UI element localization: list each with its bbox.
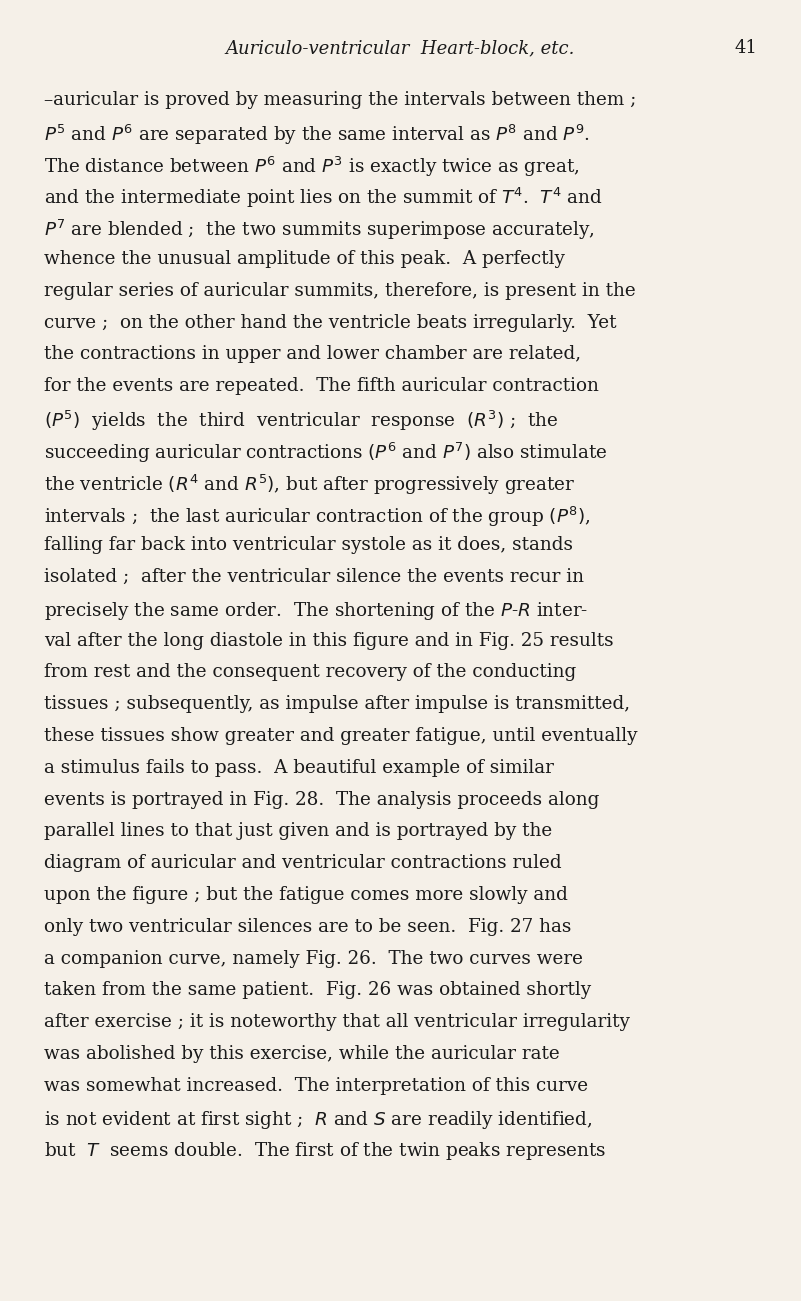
Text: $P^5$ and $P^6$ are separated by the same interval as $P^8$ and $P^9$.: $P^5$ and $P^6$ are separated by the sam…	[44, 122, 590, 147]
Text: curve ;  on the other hand the ventricle beats irregularly.  Yet: curve ; on the other hand the ventricle …	[44, 314, 617, 332]
Text: –auricular is proved by measuring the intervals between them ;: –auricular is proved by measuring the in…	[44, 91, 636, 109]
Text: a stimulus fails to pass.  A beautiful example of similar: a stimulus fails to pass. A beautiful ex…	[44, 758, 553, 777]
Text: taken from the same patient.  Fig. 26 was obtained shortly: taken from the same patient. Fig. 26 was…	[44, 981, 591, 999]
Text: is not evident at first sight ;  $R$ and $S$ are readily identified,: is not evident at first sight ; $R$ and …	[44, 1108, 593, 1131]
Text: for the events are repeated.  The fifth auricular contraction: for the events are repeated. The fifth a…	[44, 377, 599, 396]
Text: but  $T$  seems double.  The first of the twin peaks represents: but $T$ seems double. The first of the t…	[44, 1141, 606, 1162]
Text: these tissues show greater and greater fatigue, until eventually: these tissues show greater and greater f…	[44, 727, 638, 745]
Text: Auriculo-ventricular  Heart-block, etc.: Auriculo-ventricular Heart-block, etc.	[226, 39, 575, 57]
Text: isolated ;  after the ventricular silence the events recur in: isolated ; after the ventricular silence…	[44, 569, 584, 585]
Text: $P^7$ are blended ;  the two summits superimpose accurately,: $P^7$ are blended ; the two summits supe…	[44, 219, 595, 242]
Text: precisely the same order.  The shortening of the $P$-$R$ inter-: precisely the same order. The shortening…	[44, 600, 588, 622]
Text: and the intermediate point lies on the summit of $T^4$.  $T^4$ and: and the intermediate point lies on the s…	[44, 186, 603, 211]
Text: from rest and the consequent recovery of the conducting: from rest and the consequent recovery of…	[44, 664, 576, 682]
Text: parallel lines to that just given and is portrayed by the: parallel lines to that just given and is…	[44, 822, 552, 840]
Text: val after the long diastole in this figure and in Fig. 25 results: val after the long diastole in this figu…	[44, 631, 614, 649]
Text: after exercise ; it is noteworthy that all ventricular irregularity: after exercise ; it is noteworthy that a…	[44, 1013, 630, 1032]
Text: The distance between $P^6$ and $P^3$ is exactly twice as great,: The distance between $P^6$ and $P^3$ is …	[44, 155, 579, 178]
Text: regular series of auricular summits, therefore, is present in the: regular series of auricular summits, the…	[44, 282, 636, 299]
Text: $(P^5)$  yields  the  third  ventricular  response  $(R^3)$ ;  the: $(P^5)$ yields the third ventricular res…	[44, 409, 558, 433]
Text: tissues ; subsequently, as impulse after impulse is transmitted,: tissues ; subsequently, as impulse after…	[44, 695, 630, 713]
Text: the ventricle $(R^4$ and $R^5)$, but after progressively greater: the ventricle $(R^4$ and $R^5)$, but aft…	[44, 472, 576, 497]
Text: diagram of auricular and ventricular contractions ruled: diagram of auricular and ventricular con…	[44, 855, 562, 872]
Text: whence the unusual amplitude of this peak.  A perfectly: whence the unusual amplitude of this pea…	[44, 250, 565, 268]
Text: 41: 41	[734, 39, 757, 57]
Text: succeeding auricular contractions $(P^6$ and $P^7)$ also stimulate: succeeding auricular contractions $(P^6$…	[44, 441, 607, 464]
Text: was somewhat increased.  The interpretation of this curve: was somewhat increased. The interpretati…	[44, 1077, 588, 1095]
Text: only two ventricular silences are to be seen.  Fig. 27 has: only two ventricular silences are to be …	[44, 917, 571, 935]
Text: the contractions in upper and lower chamber are related,: the contractions in upper and lower cham…	[44, 345, 581, 363]
Text: events is portrayed in Fig. 28.  The analysis proceeds along: events is portrayed in Fig. 28. The anal…	[44, 791, 599, 809]
Text: was abolished by this exercise, while the auricular rate: was abolished by this exercise, while th…	[44, 1045, 560, 1063]
Text: intervals ;  the last auricular contraction of the group $(P^8)$,: intervals ; the last auricular contracti…	[44, 505, 590, 528]
Text: upon the figure ; but the fatigue comes more slowly and: upon the figure ; but the fatigue comes …	[44, 886, 568, 904]
Text: a companion curve, namely Fig. 26.  The two curves were: a companion curve, namely Fig. 26. The t…	[44, 950, 583, 968]
Text: falling far back into ventricular systole as it does, stands: falling far back into ventricular systol…	[44, 536, 573, 554]
